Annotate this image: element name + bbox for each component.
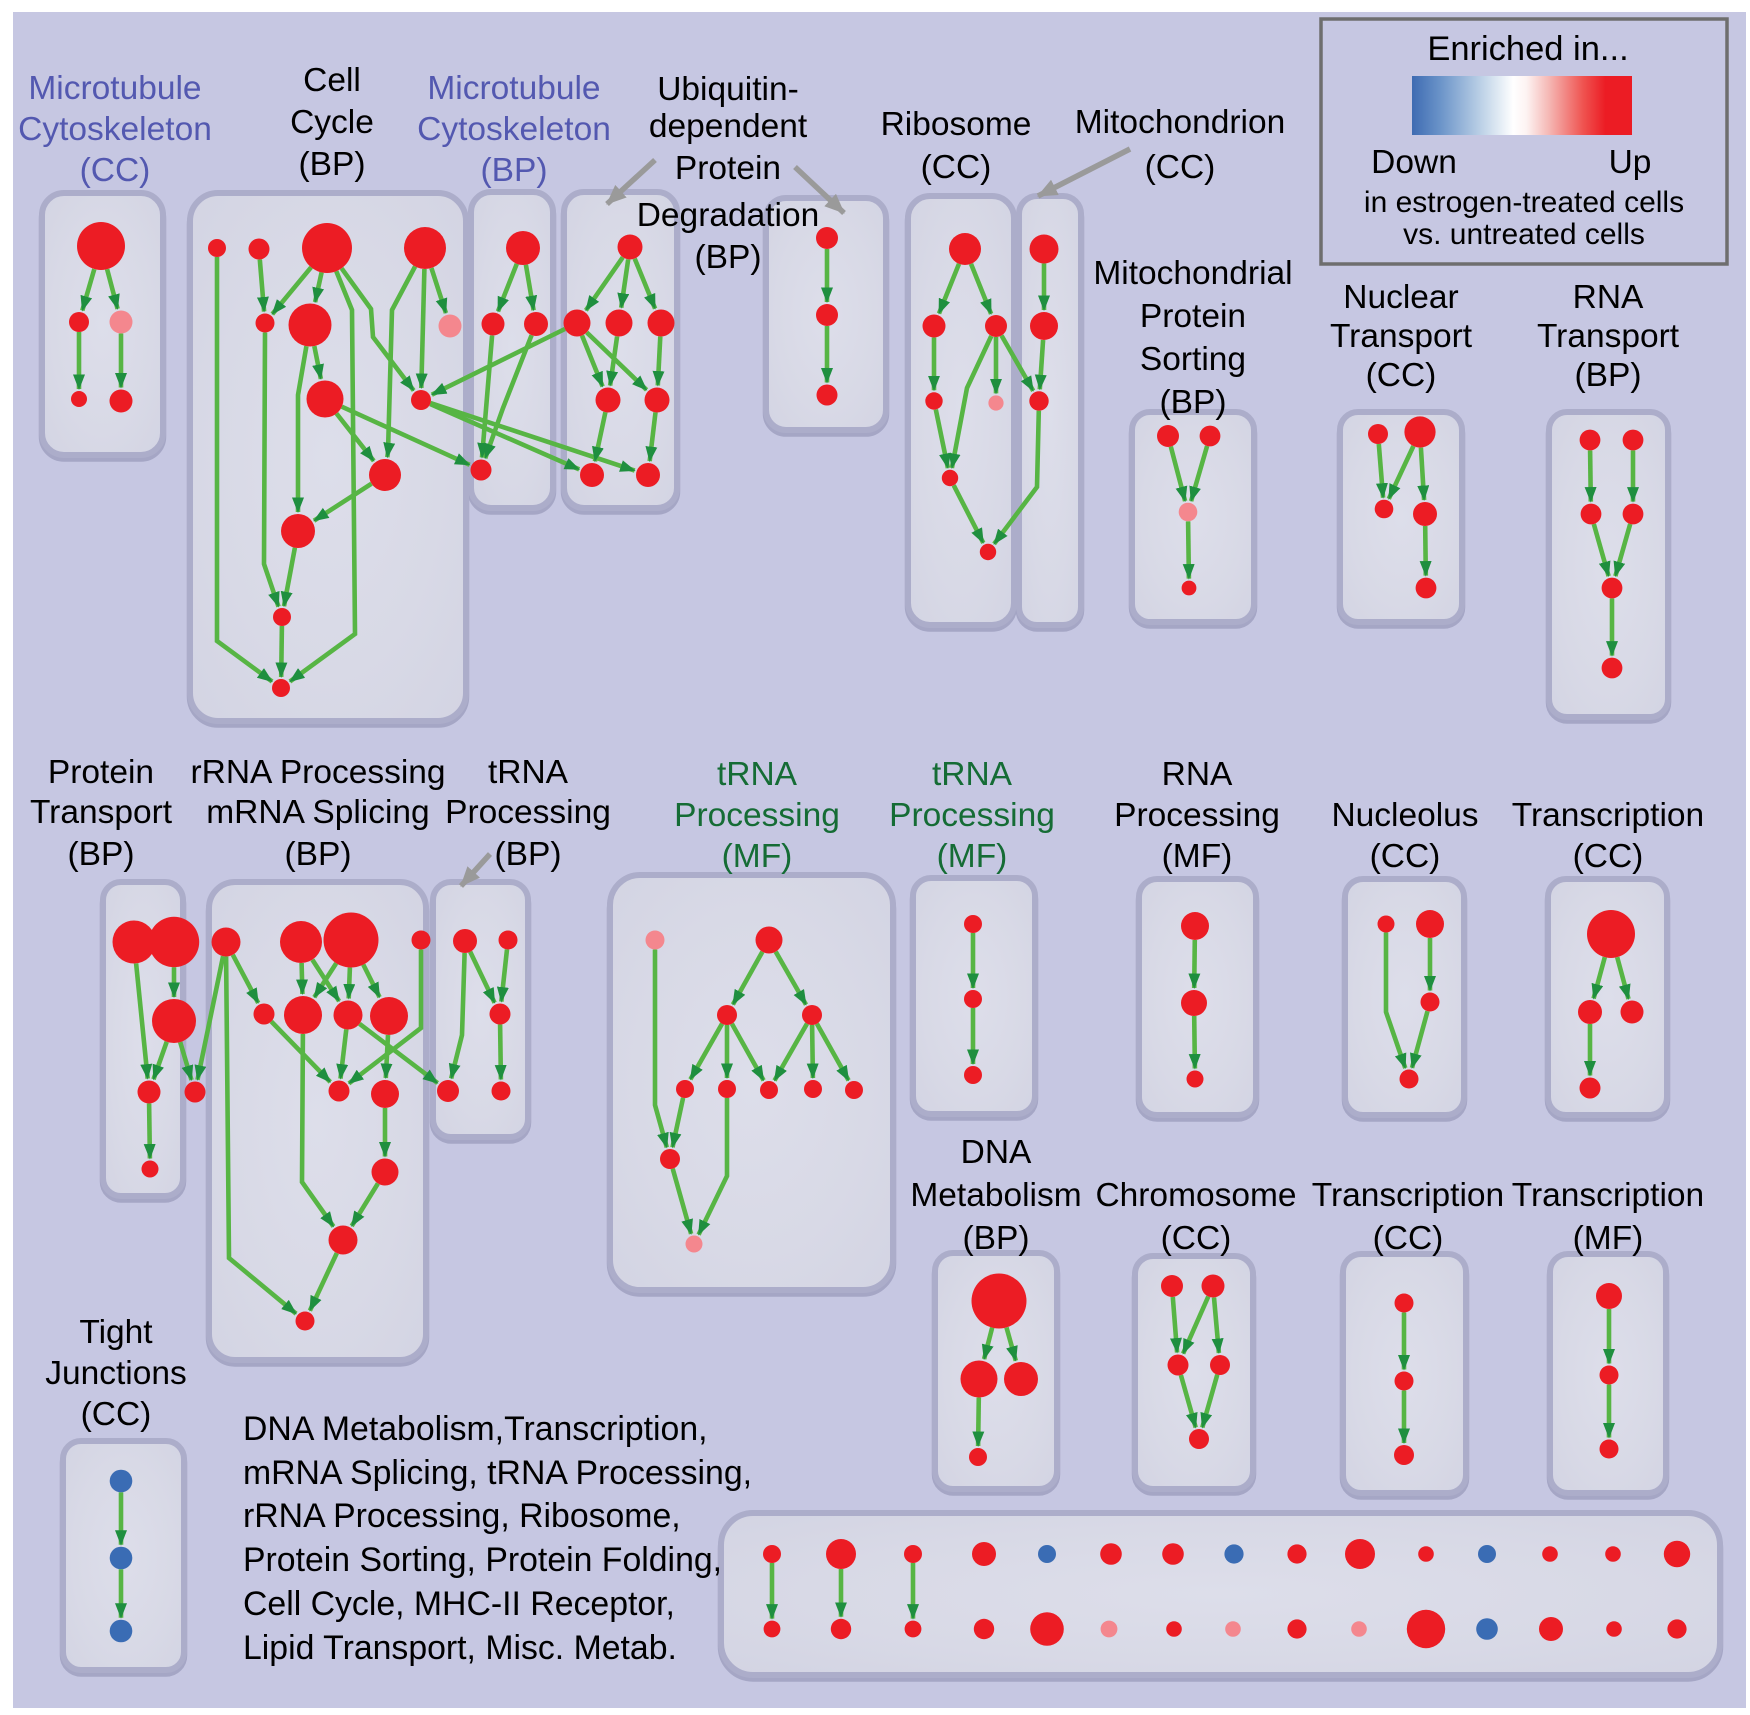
svg-text:(BP): (BP): [1575, 357, 1642, 394]
svg-text:Ribosome: Ribosome: [881, 106, 1032, 143]
svg-text:Enriched in...: Enriched in...: [1427, 30, 1628, 68]
svg-text:(MF): (MF): [722, 838, 793, 875]
svg-text:rRNA Processing, Ribosome,: rRNA Processing, Ribosome,: [243, 1497, 681, 1535]
svg-text:Processing: Processing: [674, 797, 840, 834]
svg-text:Cell: Cell: [303, 62, 361, 99]
svg-text:Protein: Protein: [1140, 298, 1246, 335]
svg-text:tRNA: tRNA: [717, 756, 798, 793]
svg-text:Sorting: Sorting: [1140, 341, 1246, 378]
svg-text:Processing: Processing: [445, 794, 611, 831]
svg-text:Transport: Transport: [1330, 318, 1473, 355]
svg-text:Degradation: Degradation: [637, 197, 820, 234]
svg-text:(CC): (CC): [1161, 1220, 1232, 1257]
svg-text:Nucleolus: Nucleolus: [1331, 797, 1478, 834]
svg-text:Ubiquitin-: Ubiquitin-: [657, 71, 799, 108]
svg-text:(BP): (BP): [481, 152, 548, 189]
svg-text:DNA: DNA: [961, 1134, 1032, 1171]
svg-text:Cycle: Cycle: [290, 104, 374, 141]
svg-text:(CC): (CC): [1373, 1220, 1444, 1257]
svg-text:mRNA Splicing, tRNA Processing: mRNA Splicing, tRNA Processing,: [243, 1454, 752, 1492]
svg-text:(MF): (MF): [937, 838, 1008, 875]
svg-text:in estrogen-treated cells: in estrogen-treated cells: [1364, 186, 1684, 219]
svg-text:vs. untreated cells: vs. untreated cells: [1403, 218, 1645, 251]
svg-text:Transport: Transport: [30, 794, 173, 831]
svg-text:(BP): (BP): [285, 836, 352, 873]
svg-text:Transcription: Transcription: [1512, 797, 1704, 834]
svg-text:Mitochondrion: Mitochondrion: [1075, 104, 1285, 141]
svg-text:(CC): (CC): [80, 152, 151, 189]
svg-text:Microtubule: Microtubule: [427, 70, 600, 107]
svg-text:(MF): (MF): [1162, 838, 1233, 875]
svg-text:Protein Sorting, Protein Foldi: Protein Sorting, Protein Folding,: [243, 1541, 722, 1579]
svg-text:tRNA: tRNA: [932, 756, 1013, 793]
svg-text:Transcription: Transcription: [1512, 1177, 1704, 1214]
svg-text:Transcription: Transcription: [1312, 1177, 1504, 1214]
svg-text:(BP): (BP): [68, 836, 135, 873]
svg-text:rRNA Processing: rRNA Processing: [190, 754, 445, 791]
svg-text:Metabolism: Metabolism: [910, 1177, 1081, 1214]
svg-text:dependent: dependent: [649, 108, 808, 145]
svg-text:DNA Metabolism,Transcription,: DNA Metabolism,Transcription,: [243, 1410, 708, 1448]
svg-text:(CC): (CC): [1145, 149, 1216, 186]
svg-text:Up: Up: [1609, 144, 1652, 181]
svg-text:(CC): (CC): [921, 149, 992, 186]
svg-text:Nuclear: Nuclear: [1343, 279, 1458, 316]
svg-text:(CC): (CC): [81, 1396, 152, 1433]
svg-text:Cell Cycle, MHC-II Receptor,: Cell Cycle, MHC-II Receptor,: [243, 1585, 675, 1623]
svg-text:Protein: Protein: [48, 754, 154, 791]
svg-text:(CC): (CC): [1573, 838, 1644, 875]
svg-text:Mitochondrial: Mitochondrial: [1093, 255, 1292, 292]
svg-text:Lipid Transport, Misc. Metab.: Lipid Transport, Misc. Metab.: [243, 1629, 677, 1667]
svg-text:Protein: Protein: [675, 150, 781, 187]
svg-text:tRNA: tRNA: [488, 754, 569, 791]
svg-text:Processing: Processing: [889, 797, 1055, 834]
svg-text:(BP): (BP): [495, 836, 562, 873]
svg-text:(CC): (CC): [1366, 357, 1437, 394]
svg-text:(CC): (CC): [1370, 838, 1441, 875]
svg-text:Cytoskeleton: Cytoskeleton: [417, 111, 611, 148]
svg-text:(BP): (BP): [963, 1220, 1030, 1257]
svg-text:mRNA Splicing: mRNA Splicing: [206, 794, 429, 831]
svg-text:(MF): (MF): [1573, 1220, 1644, 1257]
svg-text:Transport: Transport: [1537, 318, 1680, 355]
svg-text:Microtubule: Microtubule: [28, 70, 201, 107]
svg-text:Tight: Tight: [79, 1314, 153, 1351]
svg-text:(BP): (BP): [299, 146, 366, 183]
svg-text:Chromosome: Chromosome: [1095, 1177, 1296, 1214]
svg-text:Junctions: Junctions: [45, 1355, 187, 1392]
svg-text:Down: Down: [1371, 144, 1457, 181]
svg-text:(BP): (BP): [695, 239, 762, 276]
svg-text:(BP): (BP): [1160, 384, 1227, 421]
svg-text:RNA: RNA: [1162, 756, 1233, 793]
svg-text:RNA: RNA: [1573, 279, 1644, 316]
svg-text:Processing: Processing: [1114, 797, 1280, 834]
svg-text:Cytoskeleton: Cytoskeleton: [18, 111, 212, 148]
